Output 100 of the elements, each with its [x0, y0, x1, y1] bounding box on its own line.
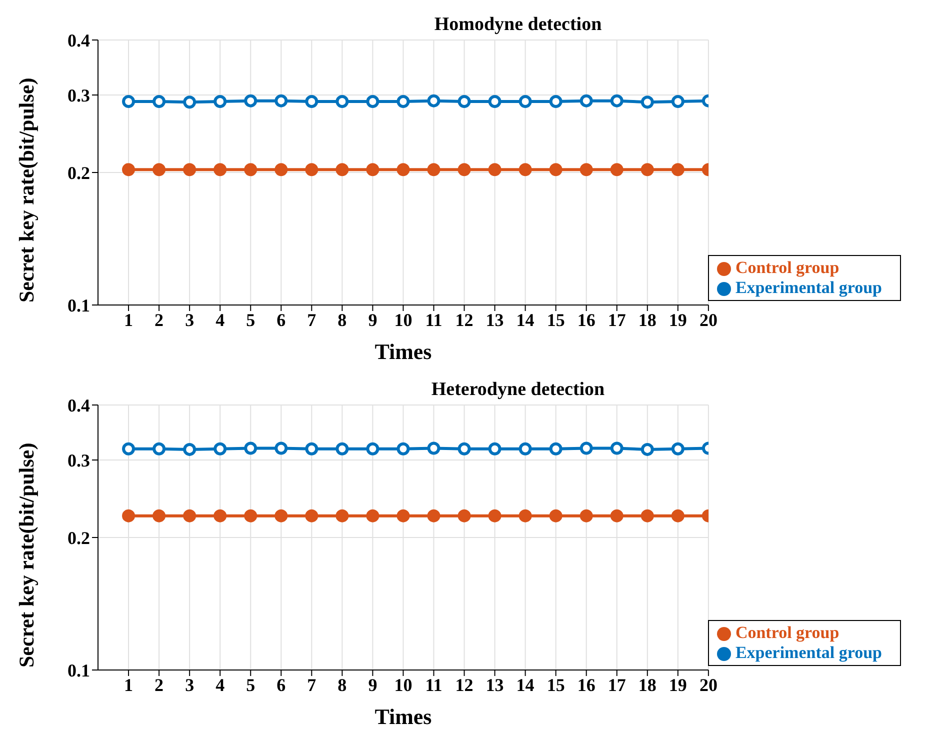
point — [427, 163, 440, 176]
point — [427, 442, 440, 455]
x-tick-label: 14 — [516, 310, 534, 330]
legend-label: Control group — [735, 258, 840, 277]
point — [458, 94, 471, 108]
point — [549, 509, 562, 522]
point — [305, 442, 318, 456]
x-tick-label: 20 — [699, 674, 718, 695]
point — [580, 94, 593, 108]
point — [122, 94, 136, 108]
point — [610, 442, 624, 455]
x-tick-label: 12 — [455, 310, 474, 330]
point — [640, 163, 654, 176]
point — [336, 509, 349, 522]
x-tick-label: 5 — [246, 674, 256, 695]
point — [305, 94, 318, 108]
point — [458, 163, 471, 176]
x-tick-label: 6 — [276, 674, 286, 695]
point — [488, 509, 502, 522]
point — [244, 163, 258, 176]
x-tick-label: 16 — [577, 674, 596, 695]
x-tick-label: 6 — [276, 310, 286, 330]
point — [518, 163, 532, 176]
point — [214, 163, 227, 176]
x-tick-label: 1 — [124, 674, 134, 695]
x-tick-label: 5 — [246, 310, 256, 330]
point — [214, 442, 227, 456]
x-tick-label: 18 — [638, 310, 656, 330]
x-tick-label: 14 — [516, 674, 534, 695]
x-tick-label: 19 — [668, 674, 687, 695]
point — [183, 442, 196, 456]
chart-title: Homodyne detection — [434, 14, 602, 35]
x-tick-label: 4 — [216, 674, 225, 695]
point — [336, 163, 349, 176]
point — [336, 442, 349, 456]
point — [214, 94, 227, 108]
chart-title: Heterodyne detection — [431, 379, 606, 400]
point — [549, 94, 562, 108]
x-tick-label: 12 — [455, 674, 474, 695]
legend-label: Experimental group — [735, 278, 882, 297]
point — [305, 163, 318, 176]
point — [488, 94, 502, 108]
point — [488, 163, 502, 176]
point — [366, 442, 380, 456]
point — [671, 94, 684, 108]
x-tick-label: 7 — [307, 310, 316, 330]
x-tick-label: 8 — [338, 310, 347, 330]
y-tick-label: 0.1 — [68, 295, 90, 316]
point — [183, 509, 196, 522]
x-tick-label: 18 — [638, 674, 656, 695]
point — [610, 94, 624, 108]
point — [366, 94, 380, 108]
point — [671, 163, 684, 176]
point — [366, 163, 380, 176]
point — [274, 163, 288, 176]
point — [549, 163, 562, 176]
point — [518, 94, 532, 108]
point — [610, 509, 624, 522]
point — [274, 94, 288, 108]
point — [274, 509, 288, 522]
x-tick-label: 17 — [608, 674, 626, 695]
point — [122, 442, 136, 456]
point — [671, 509, 684, 522]
point — [183, 163, 196, 176]
y-tick-label: 0.4 — [68, 395, 90, 416]
x-tick-label: 2 — [154, 310, 164, 330]
y-axis-title: Secret key rate(bit/pulse) — [14, 78, 38, 302]
x-tick-label: 20 — [699, 310, 718, 330]
x-axis-title: Times — [374, 339, 432, 364]
point — [458, 509, 471, 522]
point — [396, 163, 410, 176]
legend-label: Experimental group — [735, 643, 882, 662]
x-tick-label: 16 — [577, 310, 596, 330]
point — [518, 442, 532, 456]
point — [640, 509, 654, 522]
point — [244, 509, 258, 522]
point — [244, 94, 258, 108]
x-axis-title: Times — [374, 704, 432, 729]
point — [671, 442, 684, 456]
legend-label: Control group — [735, 623, 840, 642]
y-tick-label: 0.3 — [68, 450, 90, 470]
point — [366, 509, 380, 522]
point — [640, 442, 654, 456]
point — [214, 509, 227, 522]
point — [427, 94, 440, 108]
x-tick-label: 17 — [608, 310, 626, 330]
x-tick-label: 8 — [338, 674, 347, 695]
y-tick-label: 0.2 — [68, 162, 90, 183]
point — [152, 509, 166, 522]
point — [518, 509, 532, 522]
x-tick-label: 3 — [185, 310, 194, 330]
x-tick-label: 10 — [394, 674, 412, 695]
x-tick-label: 3 — [185, 674, 194, 695]
x-tick-label: 7 — [307, 674, 316, 695]
x-tick-label: 2 — [154, 674, 164, 695]
point — [549, 442, 562, 456]
x-tick-label: 4 — [216, 310, 225, 330]
y-axis-title: Secret key rate(bit/pulse) — [14, 442, 38, 668]
x-tick-label: 10 — [394, 310, 412, 330]
point — [122, 163, 136, 176]
